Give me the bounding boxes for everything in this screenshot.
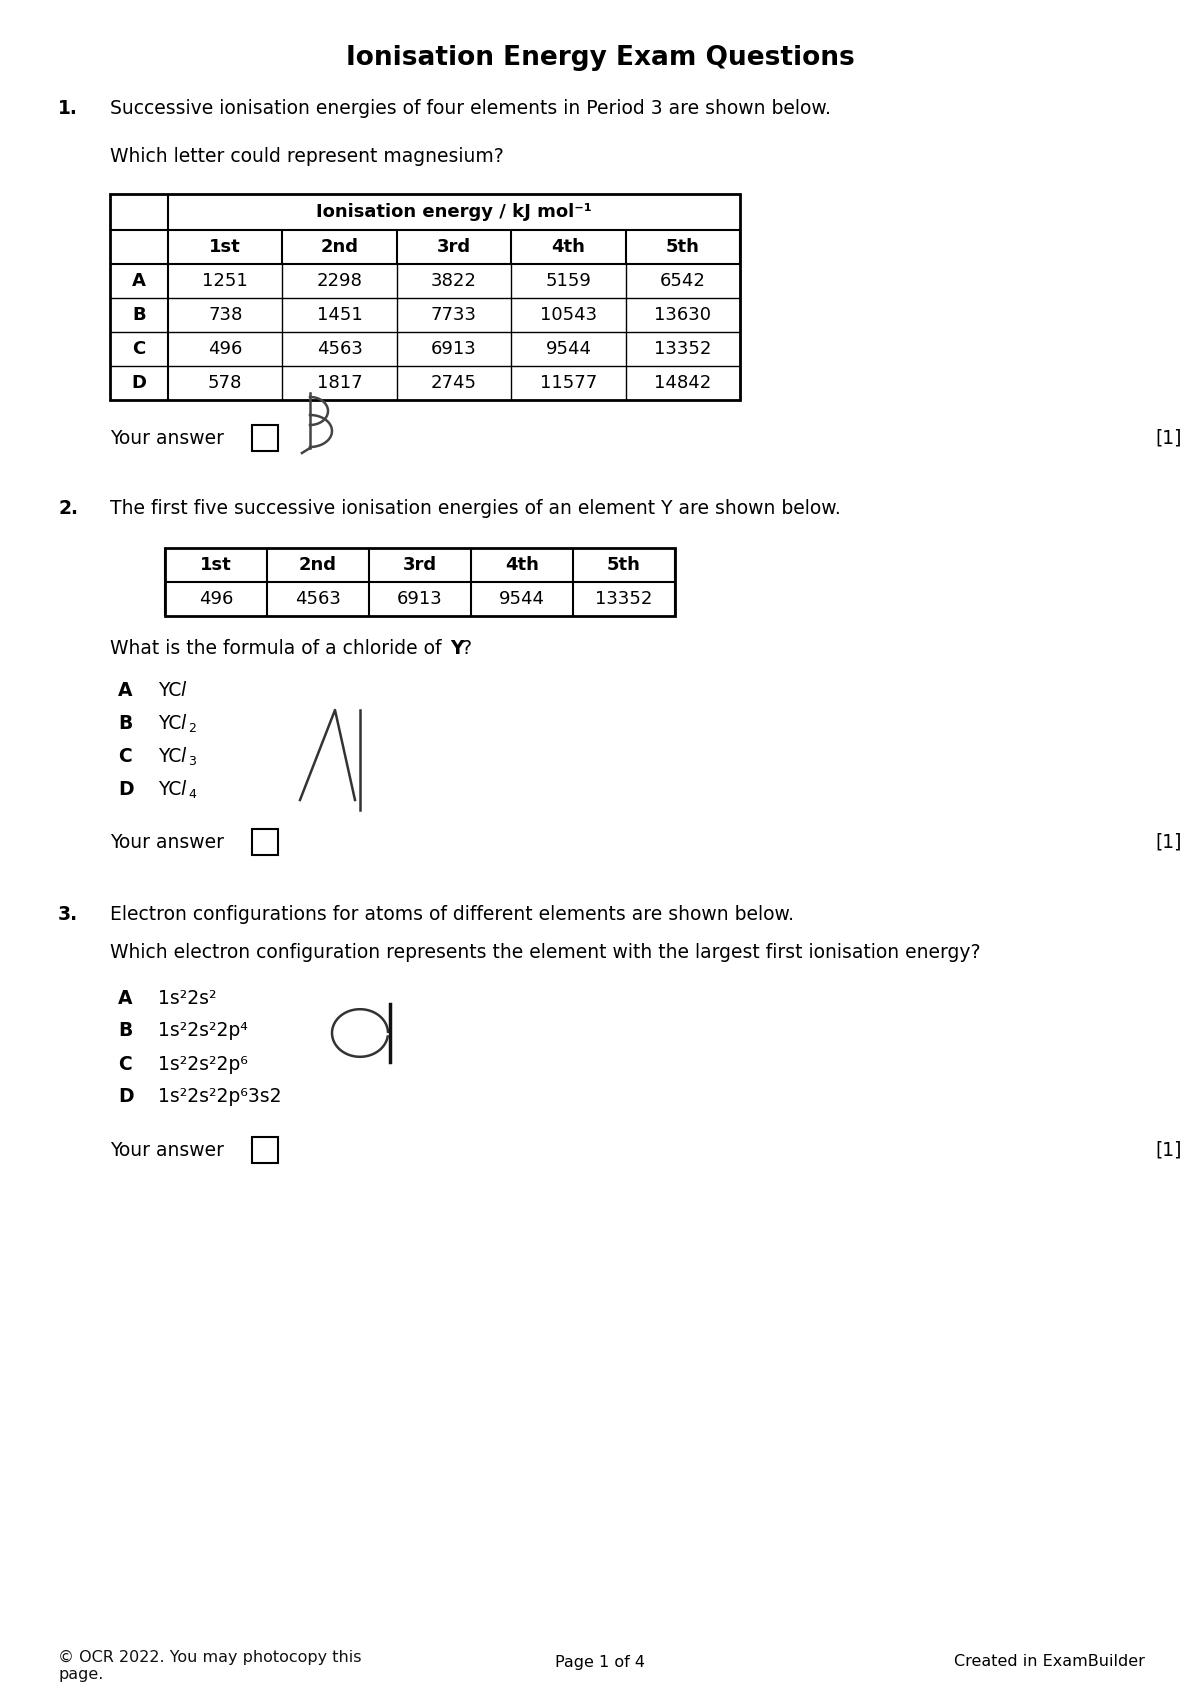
Text: 1.: 1. bbox=[58, 98, 78, 117]
Text: 13352: 13352 bbox=[595, 589, 653, 608]
Text: A: A bbox=[118, 988, 132, 1007]
Text: B: B bbox=[118, 713, 132, 732]
Text: Y: Y bbox=[450, 638, 463, 657]
Text: 6913: 6913 bbox=[397, 589, 443, 608]
Text: C: C bbox=[118, 747, 132, 766]
Text: What is the formula of a chloride of: What is the formula of a chloride of bbox=[110, 638, 448, 657]
Text: 738: 738 bbox=[208, 306, 242, 324]
Text: 5th: 5th bbox=[666, 238, 700, 256]
Text: Ionisation energy / kJ mol⁻¹: Ionisation energy / kJ mol⁻¹ bbox=[316, 204, 592, 221]
Text: 2298: 2298 bbox=[317, 272, 362, 290]
Text: Page 1 of 4: Page 1 of 4 bbox=[554, 1654, 646, 1669]
Text: YC: YC bbox=[158, 747, 181, 766]
Text: Your answer: Your answer bbox=[110, 832, 224, 851]
Text: Which letter could represent magnesium?: Which letter could represent magnesium? bbox=[110, 146, 504, 165]
Text: D: D bbox=[118, 779, 133, 798]
Text: 3: 3 bbox=[188, 754, 196, 767]
Text: 5th: 5th bbox=[607, 555, 641, 574]
Bar bbox=[166, 548, 674, 616]
Text: 2.: 2. bbox=[58, 499, 78, 518]
Text: ?: ? bbox=[462, 638, 472, 657]
Text: Which electron configuration represents the element with the largest first ionis: Which electron configuration represents … bbox=[110, 942, 980, 961]
Text: D: D bbox=[132, 374, 146, 392]
Text: YC: YC bbox=[158, 779, 181, 798]
Text: 496: 496 bbox=[208, 340, 242, 358]
Text: Your answer: Your answer bbox=[110, 428, 224, 448]
Text: l: l bbox=[180, 779, 185, 798]
Text: l: l bbox=[180, 747, 185, 766]
Text: [1]: [1] bbox=[1154, 1141, 1182, 1160]
Text: C: C bbox=[118, 1054, 132, 1073]
Text: 9544: 9544 bbox=[546, 340, 592, 358]
Text: 3822: 3822 bbox=[431, 272, 476, 290]
Text: 3rd: 3rd bbox=[403, 555, 437, 574]
Text: 7733: 7733 bbox=[431, 306, 478, 324]
Text: Ionisation Energy Exam Questions: Ionisation Energy Exam Questions bbox=[346, 46, 854, 71]
Text: 496: 496 bbox=[199, 589, 233, 608]
Bar bbox=[252, 424, 278, 452]
Text: 2: 2 bbox=[188, 722, 196, 735]
Text: 1817: 1817 bbox=[317, 374, 362, 392]
Text: 5159: 5159 bbox=[546, 272, 592, 290]
Text: 4563: 4563 bbox=[295, 589, 341, 608]
Text: A: A bbox=[118, 681, 132, 700]
Text: C: C bbox=[132, 340, 145, 358]
Text: 4: 4 bbox=[188, 788, 196, 800]
Text: 1451: 1451 bbox=[317, 306, 362, 324]
Text: Your answer: Your answer bbox=[110, 1141, 224, 1160]
Text: 1251: 1251 bbox=[203, 272, 248, 290]
Text: 1st: 1st bbox=[209, 238, 241, 256]
Text: 1s²2s²2p⁶: 1s²2s²2p⁶ bbox=[158, 1054, 248, 1073]
Bar bbox=[252, 829, 278, 856]
Text: 4563: 4563 bbox=[317, 340, 362, 358]
Bar bbox=[252, 1138, 278, 1163]
Text: 2nd: 2nd bbox=[320, 238, 359, 256]
Text: l: l bbox=[180, 713, 185, 732]
Text: 4th: 4th bbox=[505, 555, 539, 574]
Text: 4th: 4th bbox=[552, 238, 586, 256]
Text: 9544: 9544 bbox=[499, 589, 545, 608]
Text: 3rd: 3rd bbox=[437, 238, 472, 256]
Text: [1]: [1] bbox=[1154, 832, 1182, 851]
Text: © OCR 2022. You may photocopy this
page.: © OCR 2022. You may photocopy this page. bbox=[58, 1650, 361, 1683]
Bar bbox=[110, 194, 740, 401]
Text: YC: YC bbox=[158, 713, 181, 732]
Text: B: B bbox=[118, 1022, 132, 1041]
Text: 578: 578 bbox=[208, 374, 242, 392]
Text: 13352: 13352 bbox=[654, 340, 712, 358]
Text: 6542: 6542 bbox=[660, 272, 706, 290]
Text: 2nd: 2nd bbox=[299, 555, 337, 574]
Text: 6913: 6913 bbox=[431, 340, 476, 358]
Text: l: l bbox=[180, 681, 185, 700]
Text: 1s²2s²2p⁶3s2: 1s²2s²2p⁶3s2 bbox=[158, 1087, 282, 1107]
Text: Successive ionisation energies of four elements in Period 3 are shown below.: Successive ionisation energies of four e… bbox=[110, 98, 830, 117]
Text: 1st: 1st bbox=[200, 555, 232, 574]
Text: 3.: 3. bbox=[58, 905, 78, 924]
Text: 2745: 2745 bbox=[431, 374, 478, 392]
Text: Created in ExamBuilder: Created in ExamBuilder bbox=[954, 1654, 1145, 1669]
Text: 13630: 13630 bbox=[654, 306, 712, 324]
Text: B: B bbox=[132, 306, 146, 324]
Text: A: A bbox=[132, 272, 146, 290]
Text: 14842: 14842 bbox=[654, 374, 712, 392]
Text: The first five successive ionisation energies of an element Y are shown below.: The first five successive ionisation ene… bbox=[110, 499, 841, 518]
Text: 11577: 11577 bbox=[540, 374, 598, 392]
Text: [1]: [1] bbox=[1154, 428, 1182, 448]
Text: 10543: 10543 bbox=[540, 306, 596, 324]
Text: YC: YC bbox=[158, 681, 181, 700]
Text: 1s²2s²: 1s²2s² bbox=[158, 988, 216, 1007]
Text: 1s²2s²2p⁴: 1s²2s²2p⁴ bbox=[158, 1022, 248, 1041]
Text: D: D bbox=[118, 1087, 133, 1107]
Text: Electron configurations for atoms of different elements are shown below.: Electron configurations for atoms of dif… bbox=[110, 905, 794, 924]
